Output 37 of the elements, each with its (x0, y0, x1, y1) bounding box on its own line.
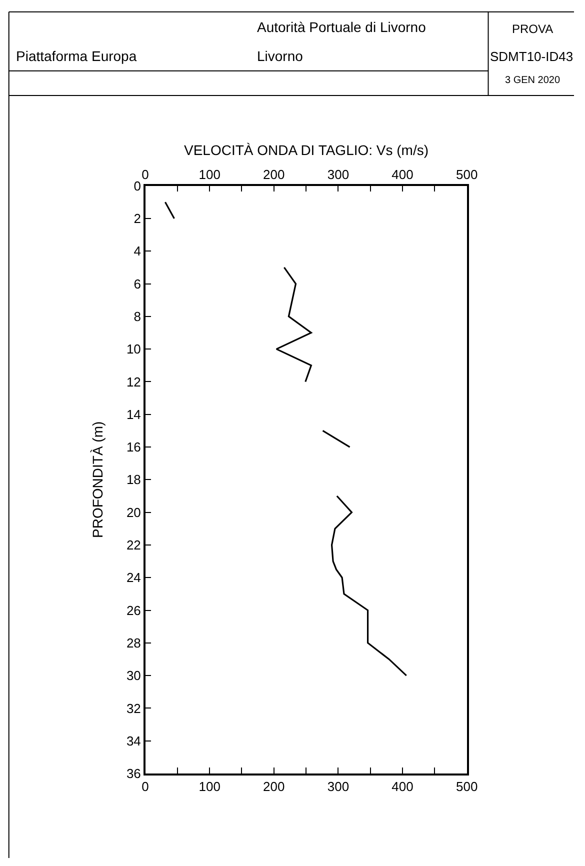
y-tick-label: 6 (134, 276, 141, 292)
y-tick-label: 32 (126, 700, 141, 716)
x2-tick-label: 200 (263, 778, 285, 794)
text: Piattaforma Europa (16, 48, 137, 64)
x-tick-label: 500 (456, 166, 478, 182)
y-tick-label: 12 (126, 374, 141, 390)
y-axis-title: PROFONDITÀ (m) (90, 421, 106, 538)
y-tick-label: 28 (126, 635, 141, 650)
x2-tick-label: 400 (392, 778, 414, 794)
x2-tick-label: 100 (198, 778, 220, 794)
text: Autorità Portuale di Livorno (257, 19, 426, 35)
y-tick-label: 4 (134, 244, 141, 259)
y-tick-label: 26 (126, 602, 141, 618)
y-tick-label: 24 (126, 570, 141, 586)
chart-title: VELOCITÀ ONDA DI TAGLIO: Vs (m/s) (184, 142, 429, 158)
text: 3 GEN 2020 (505, 75, 560, 86)
y-tick-label: 18 (126, 472, 141, 488)
text: SDMT10-ID43 (490, 49, 574, 64)
x2-tick-label: 300 (327, 778, 350, 794)
y-tick-label: 36 (126, 766, 141, 782)
y-tick-label: 34 (126, 733, 141, 748)
x-tick-label: 100 (198, 166, 220, 182)
y-tick-label: 2 (134, 211, 141, 226)
x-tick-label: 300 (327, 166, 350, 182)
y-tick-label: 0 (134, 178, 141, 194)
x-tick-label: 200 (263, 166, 285, 182)
y-tick-label: 10 (126, 342, 141, 357)
text: Livorno (257, 48, 304, 64)
x-tick-label: 400 (392, 166, 414, 182)
y-tick-label: 16 (126, 440, 141, 455)
text: PROVA (512, 22, 554, 36)
y-tick-label: 22 (126, 538, 141, 553)
x2-tick-label: 500 (456, 778, 478, 794)
y-tick-label: 30 (126, 668, 141, 684)
y-tick-label: 8 (134, 308, 141, 324)
y-tick-label: 14 (126, 406, 141, 422)
y-tick-label: 20 (126, 504, 141, 520)
